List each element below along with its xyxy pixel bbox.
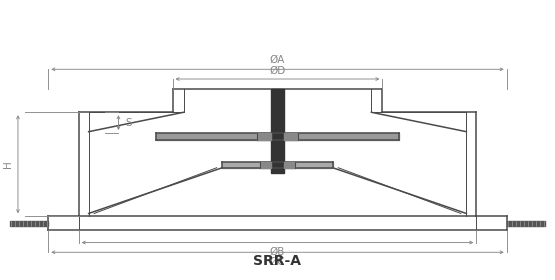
Polygon shape [507, 221, 546, 226]
Text: ØB: ØB [270, 247, 285, 257]
Text: ØD: ØD [269, 66, 286, 76]
Polygon shape [257, 133, 271, 140]
Polygon shape [9, 221, 48, 226]
Text: ØC: ØC [270, 256, 285, 267]
Text: S: S [125, 118, 132, 128]
Polygon shape [284, 133, 298, 140]
Polygon shape [260, 162, 271, 168]
Polygon shape [156, 133, 399, 140]
Polygon shape [223, 162, 332, 168]
Text: ØA: ØA [270, 55, 285, 65]
Polygon shape [284, 162, 295, 168]
Polygon shape [271, 89, 284, 173]
Text: SRR-A: SRR-A [254, 253, 301, 267]
Text: H: H [3, 160, 13, 168]
